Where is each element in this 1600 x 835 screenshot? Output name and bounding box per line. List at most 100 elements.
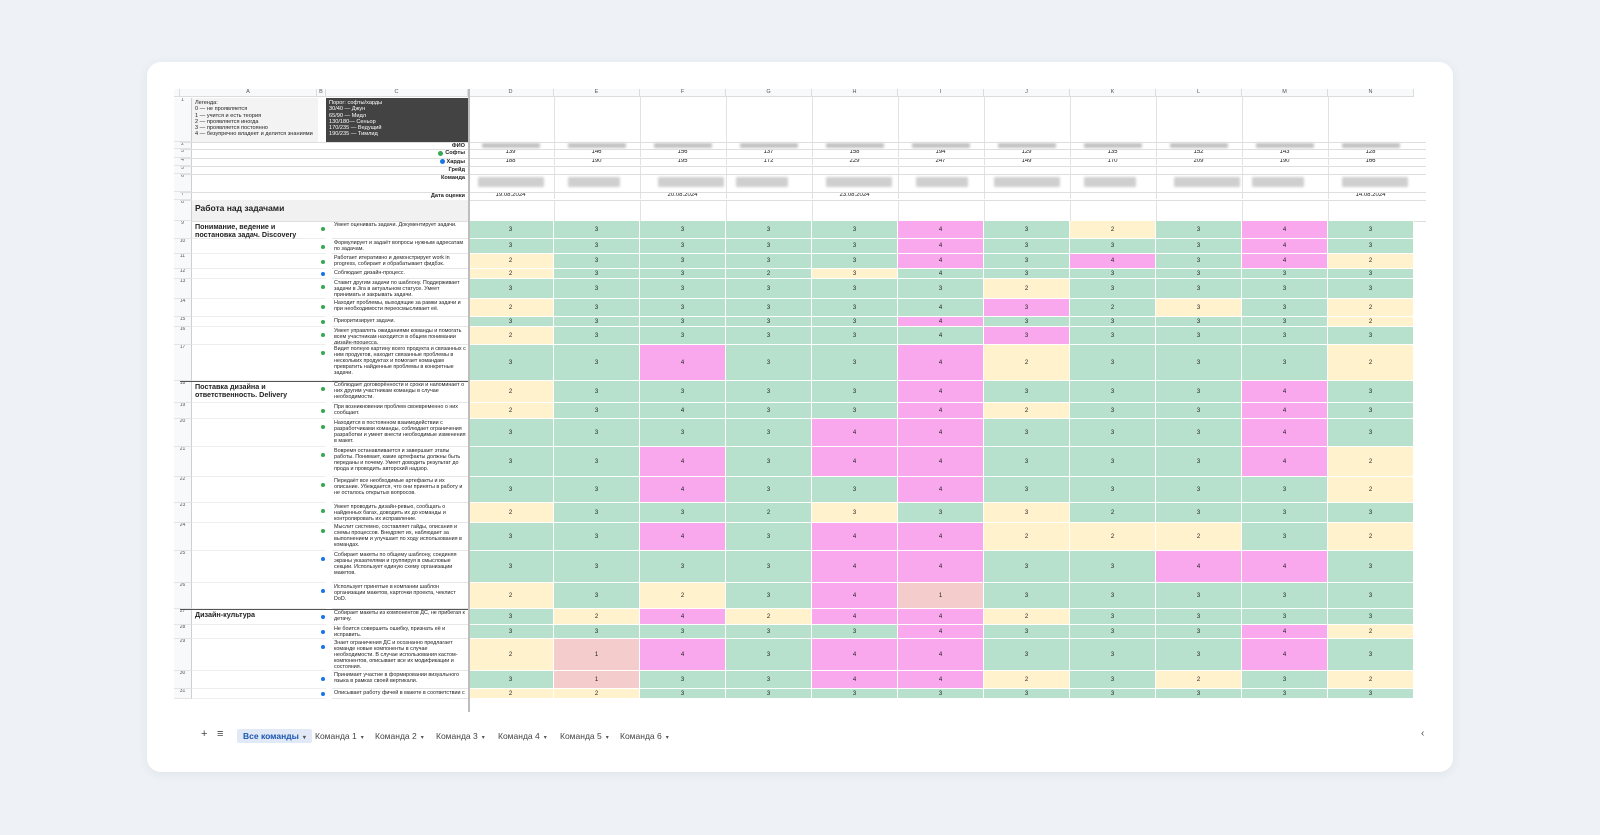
score-cell[interactable]: 4 — [1242, 254, 1328, 269]
score-cell[interactable]: 3 — [554, 254, 640, 269]
score-cell[interactable]: 3 — [1156, 221, 1242, 239]
score-cell[interactable]: 3 — [554, 403, 640, 419]
score-cell[interactable]: 4 — [1242, 419, 1328, 447]
column-header-m[interactable]: M — [1242, 89, 1328, 97]
score-cell[interactable]: 3 — [812, 254, 898, 269]
score-cell[interactable]: 2 — [1328, 254, 1414, 269]
row-number[interactable]: 19 — [174, 403, 192, 419]
row-number[interactable]: 15 — [174, 317, 192, 327]
score-cell[interactable]: 3 — [1070, 345, 1156, 381]
score-cell[interactable]: 3 — [726, 523, 812, 551]
score-cell[interactable]: 3 — [1156, 419, 1242, 447]
score-cell[interactable]: 2 — [1156, 671, 1242, 689]
score-cell[interactable]: 3 — [898, 279, 984, 299]
score-cell[interactable]: 3 — [554, 503, 640, 523]
score-cell[interactable]: 4 — [898, 523, 984, 551]
score-cell[interactable]: 3 — [984, 239, 1070, 254]
score-cell[interactable]: 3 — [726, 317, 812, 327]
score-cell[interactable]: 3 — [726, 671, 812, 689]
score-cell[interactable]: 4 — [640, 639, 726, 671]
score-cell[interactable]: 2 — [1070, 221, 1156, 239]
tab-team-4[interactable]: Команда 4 ▾ — [492, 729, 553, 743]
score-cell[interactable]: 2 — [1328, 447, 1414, 477]
column-header-k[interactable]: K — [1070, 89, 1156, 97]
score-cell[interactable]: 4 — [1242, 403, 1328, 419]
score-cell[interactable]: 3 — [554, 221, 640, 239]
chevron-down-icon[interactable]: ▾ — [665, 735, 669, 741]
chevron-down-icon[interactable]: ▾ — [605, 735, 609, 741]
score-cell[interactable]: 3 — [1070, 689, 1156, 699]
score-cell[interactable]: 2 — [1328, 523, 1414, 551]
score-cell[interactable]: 2 — [1070, 503, 1156, 523]
chevron-down-icon[interactable]: ▾ — [302, 735, 306, 741]
score-cell[interactable]: 3 — [1242, 327, 1328, 345]
score-cell[interactable]: 3 — [812, 317, 898, 327]
score-cell[interactable]: 4 — [898, 625, 984, 639]
score-cell[interactable]: 3 — [726, 639, 812, 671]
score-cell[interactable]: 3 — [726, 625, 812, 639]
score-cell[interactable]: 3 — [984, 551, 1070, 583]
add-sheet-icon[interactable]: + — [201, 728, 208, 740]
score-cell[interactable]: 3 — [1070, 279, 1156, 299]
score-cell[interactable]: 2 — [468, 381, 554, 403]
score-cell[interactable]: 3 — [640, 689, 726, 699]
score-cell[interactable]: 3 — [984, 419, 1070, 447]
score-cell[interactable]: 3 — [1156, 689, 1242, 699]
score-cell[interactable]: 3 — [640, 254, 726, 269]
row-number[interactable]: 22 — [174, 477, 192, 503]
row-number[interactable]: 4 — [174, 158, 192, 166]
score-cell[interactable]: 4 — [898, 254, 984, 269]
score-cell[interactable]: 3 — [554, 299, 640, 317]
score-cell[interactable]: 3 — [1070, 269, 1156, 279]
score-cell[interactable]: 4 — [898, 317, 984, 327]
score-cell[interactable]: 3 — [1070, 639, 1156, 671]
score-cell[interactable]: 3 — [1070, 671, 1156, 689]
tab-team-1[interactable]: Команда 1 ▾ — [309, 729, 370, 743]
score-cell[interactable]: 4 — [898, 447, 984, 477]
score-cell[interactable]: 2 — [468, 639, 554, 671]
score-cell[interactable]: 3 — [1070, 609, 1156, 625]
column-header-b[interactable]: B — [317, 89, 326, 97]
score-cell[interactable]: 3 — [1070, 419, 1156, 447]
score-cell[interactable]: 3 — [1328, 403, 1414, 419]
score-cell[interactable]: 3 — [812, 221, 898, 239]
row-number[interactable]: 26 — [174, 583, 192, 609]
score-cell[interactable]: 4 — [640, 477, 726, 503]
score-cell[interactable]: 2 — [726, 503, 812, 523]
score-cell[interactable]: 4 — [898, 345, 984, 381]
score-cell[interactable]: 3 — [1328, 381, 1414, 403]
score-cell[interactable]: 3 — [554, 239, 640, 254]
score-cell[interactable]: 4 — [898, 327, 984, 345]
score-cell[interactable]: 3 — [984, 327, 1070, 345]
score-cell[interactable]: 3 — [1242, 503, 1328, 523]
row-number[interactable]: 11 — [174, 254, 192, 269]
score-cell[interactable]: 3 — [468, 551, 554, 583]
tab-team-6[interactable]: Команда 6 ▾ — [614, 729, 675, 743]
score-cell[interactable]: 3 — [726, 583, 812, 609]
row-number[interactable]: 13 — [174, 279, 192, 299]
row-number[interactable]: 21 — [174, 447, 192, 477]
score-cell[interactable]: 3 — [554, 279, 640, 299]
score-cell[interactable]: 3 — [812, 689, 898, 699]
score-cell[interactable]: 2 — [984, 403, 1070, 419]
chevron-down-icon[interactable]: ▾ — [543, 735, 547, 741]
score-cell[interactable]: 2 — [554, 689, 640, 699]
column-header-n[interactable]: N — [1328, 89, 1414, 97]
tab-team-2[interactable]: Команда 2 ▾ — [369, 729, 430, 743]
score-cell[interactable]: 4 — [640, 447, 726, 477]
score-cell[interactable]: 3 — [468, 671, 554, 689]
score-cell[interactable]: 3 — [468, 609, 554, 625]
score-cell[interactable]: 2 — [1156, 523, 1242, 551]
score-cell[interactable]: 4 — [812, 639, 898, 671]
score-cell[interactable]: 2 — [1328, 345, 1414, 381]
score-cell[interactable]: 3 — [726, 477, 812, 503]
score-cell[interactable]: 3 — [1070, 327, 1156, 345]
column-header-d[interactable]: D — [468, 89, 554, 97]
row-number[interactable]: 8 — [174, 200, 192, 221]
score-cell[interactable]: 3 — [726, 221, 812, 239]
score-cell[interactable]: 2 — [468, 254, 554, 269]
score-cell[interactable]: 4 — [1242, 221, 1328, 239]
score-cell[interactable]: 4 — [898, 381, 984, 403]
chevron-down-icon[interactable]: ▾ — [420, 735, 424, 741]
score-cell[interactable]: 3 — [554, 625, 640, 639]
